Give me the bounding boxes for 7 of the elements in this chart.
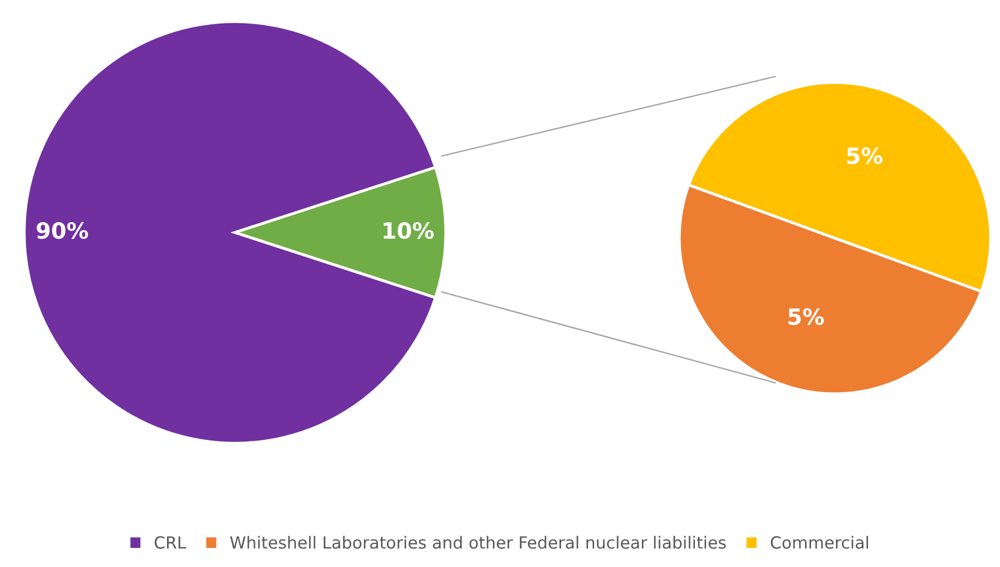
data-label: 5% xyxy=(847,147,882,164)
data-label: 10% xyxy=(384,222,434,239)
legend-label: Commercial xyxy=(770,536,868,549)
data-label: 90% xyxy=(36,222,88,239)
legend-label: Whiteshell Laboratories and other Federal nuclear liabilities xyxy=(230,536,726,549)
data-label: 5% xyxy=(788,308,824,326)
legend-label: CRL xyxy=(154,536,186,549)
